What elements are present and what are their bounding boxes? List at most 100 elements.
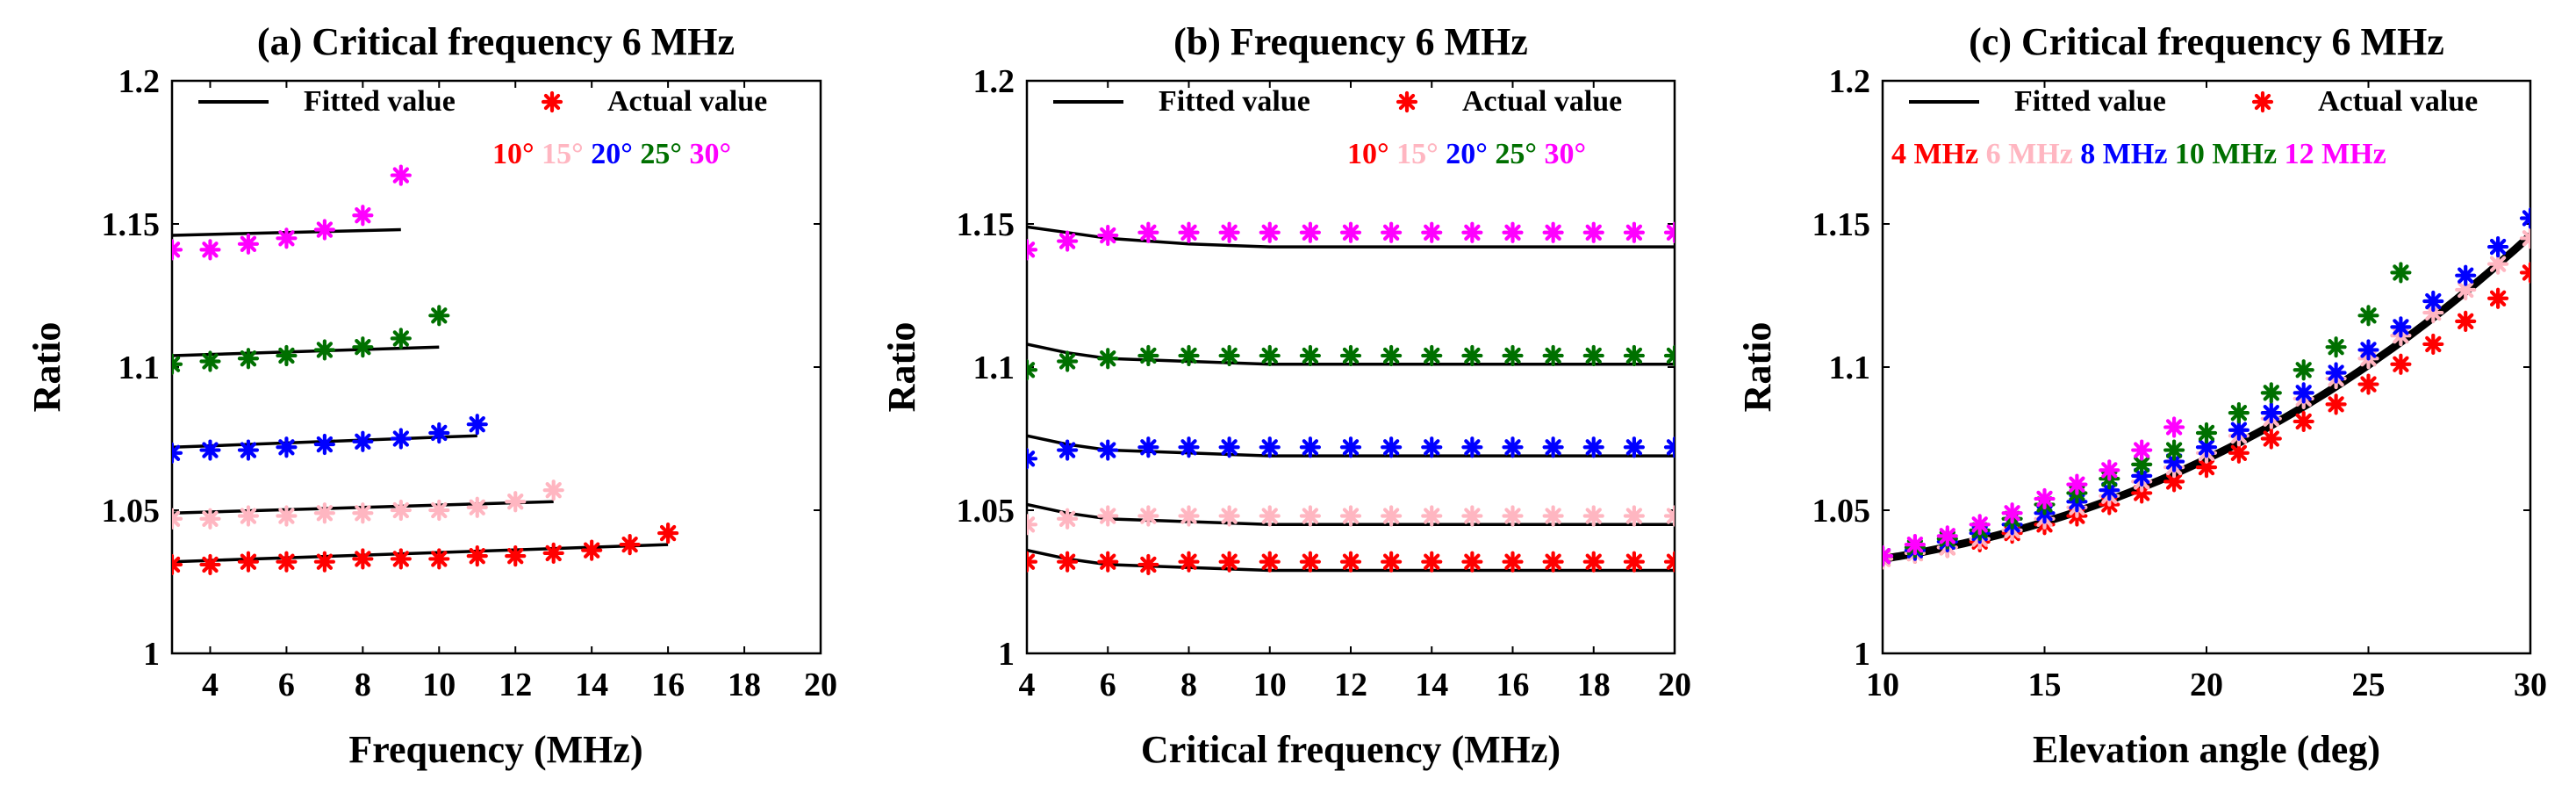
panel-b-point-3: [1502, 436, 1524, 458]
panel-c-point-3: [2519, 207, 2530, 229]
panel-b-point-5: [1381, 221, 1403, 243]
panel-b-point-5: [1299, 221, 1321, 243]
panel-b-point-5: [1137, 221, 1159, 243]
panel-b-point-1: [1381, 551, 1403, 573]
panel-b-point-2: [1259, 505, 1281, 527]
panel-c-point-5: [2131, 439, 2153, 461]
panel-a-legend-actual-label: Actual value: [607, 85, 767, 118]
panel-b-point-4: [1097, 348, 1119, 370]
panel-c-point-3: [2293, 382, 2314, 404]
panel-a-ylabel: Ratio: [25, 322, 68, 413]
panel-c-group-label-4: 10 MHz: [2167, 138, 2277, 170]
panel-c-point-1: [2519, 262, 2530, 284]
panel-c-group-label-3: 8 MHz: [2073, 138, 2168, 170]
panel-c-point-3: [2099, 479, 2120, 501]
panel-c-point-1: [2422, 333, 2444, 356]
panel-b-point-4: [1137, 344, 1159, 367]
panel-b-point-5: [1461, 221, 1483, 243]
panel-c-point-4: [2293, 359, 2314, 381]
panel-c-ytick-label: 1.1: [1829, 350, 1871, 386]
panel-b-point-2: [1057, 508, 1079, 530]
panel-b-point-5: [1057, 230, 1079, 252]
panel-a-point-4: [276, 344, 298, 367]
panel-a-title: (a) Critical frequency 6 MHz: [257, 20, 735, 63]
panel-b-point-5: [1542, 221, 1564, 243]
panel-b-xtick-label: 8: [1180, 667, 1197, 703]
panel-a-group-labels: 10° 15° 20° 25° 30°: [492, 138, 731, 170]
panel-c-point-3: [2357, 339, 2379, 361]
panel-b-point-3: [1259, 436, 1281, 458]
panel-b-point-3: [1057, 439, 1079, 461]
panel-a-ytick-label: 1: [143, 636, 160, 673]
panel-a-point-1: [352, 548, 374, 570]
panel-b-point-5: [1027, 239, 1038, 261]
panel-c-point-2: [2422, 301, 2444, 324]
panel-c-point-5: [2066, 473, 2088, 495]
panel-a-point-2: [428, 499, 450, 522]
panel-b-point-2: [1027, 514, 1038, 536]
panel-b-point-3: [1421, 436, 1443, 458]
panel-b-group-label-4: 25°: [1488, 138, 1537, 170]
panel-b: (b) Frequency 6 MHz Critical frequency (…: [880, 20, 1691, 771]
panel-b-point-2: [1137, 505, 1159, 527]
panel-a-point-1: [619, 534, 641, 556]
panel-a-point-2: [237, 505, 260, 527]
panel-c-point-4: [2195, 422, 2218, 444]
panel-b-point-4: [1057, 350, 1079, 372]
panel-a-legend-fit-label: Fitted value: [304, 85, 456, 118]
panel-a-point-3: [428, 422, 450, 444]
panel-c-point-3: [2390, 316, 2412, 338]
panel-a-point-1: [237, 551, 260, 573]
panel-b-point-2: [1299, 505, 1321, 527]
panel-b-group-label-2: 15°: [1389, 138, 1439, 170]
panel-c-point-2: [2487, 253, 2509, 275]
panel-c-point-1: [2163, 471, 2185, 493]
panel-b-point-1: [1259, 551, 1281, 573]
panel-b-point-1: [1218, 551, 1240, 573]
panel-c-point-1: [2325, 393, 2347, 415]
panel-b-xtick-label: 10: [1253, 667, 1287, 703]
panel-c-title: (c) Critical frequency 6 MHz: [1969, 20, 2444, 63]
panel-c-point-3: [2260, 402, 2282, 424]
panel-c-group-label-2: 6 MHz: [1978, 138, 2073, 170]
panel-b-legend-fit-label: Fitted value: [1159, 85, 1310, 118]
panel-b-point-1: [1502, 551, 1524, 573]
panel-b-xtick-label: 4: [1019, 667, 1036, 703]
panel-b-point-3: [1542, 436, 1564, 458]
panel-c-point-3: [2455, 264, 2477, 286]
panel-b-point-1: [1137, 553, 1159, 576]
panel-a-point-4: [237, 348, 260, 370]
panel-b-xlabel: Critical frequency (MHz): [1141, 728, 1561, 771]
panel-a-group-label-5: 30°: [682, 138, 731, 170]
panel-b-point-5: [1178, 221, 1200, 243]
panel-c-group-label-5: 12 MHz: [2277, 138, 2386, 170]
panel-a-point-3: [237, 439, 260, 461]
panel-a-xtick-label: 4: [202, 667, 219, 703]
panel-c-ytick-label: 1.2: [1829, 63, 1871, 100]
panel-c-point-4: [2357, 305, 2379, 327]
panel-b-xtick-label: 20: [1658, 667, 1691, 703]
panel-b-ylabel: Ratio: [880, 322, 923, 413]
panel-b-point-3: [1027, 448, 1038, 470]
panel-a-point-5: [276, 227, 298, 249]
panel-a-point-1: [313, 551, 335, 573]
panel-a-xtick-label: 16: [651, 667, 685, 703]
panel-a-point-5: [237, 233, 260, 255]
panel-b-legend-actual-label: Actual value: [1462, 85, 1622, 118]
panel-a-point-4: [199, 350, 221, 372]
panel-b-point-2: [1663, 505, 1675, 527]
panel-b-point-3: [1461, 436, 1483, 458]
panel-b-point-1: [1582, 551, 1604, 573]
panel-b-point-4: [1663, 344, 1675, 367]
panel-a-point-2: [542, 479, 564, 501]
panel-a-xtick-label: 8: [355, 667, 371, 703]
panel-b-point-5: [1623, 221, 1645, 243]
panel-a-point-1: [505, 545, 527, 567]
panel-a-plot-area: [172, 164, 679, 576]
panel-b-point-1: [1299, 551, 1321, 573]
panel-a-ytick-label: 1.2: [118, 63, 161, 100]
panel-a-point-4: [313, 339, 335, 361]
panel-a-point-5: [313, 219, 335, 241]
panel-b-point-3: [1582, 436, 1604, 458]
